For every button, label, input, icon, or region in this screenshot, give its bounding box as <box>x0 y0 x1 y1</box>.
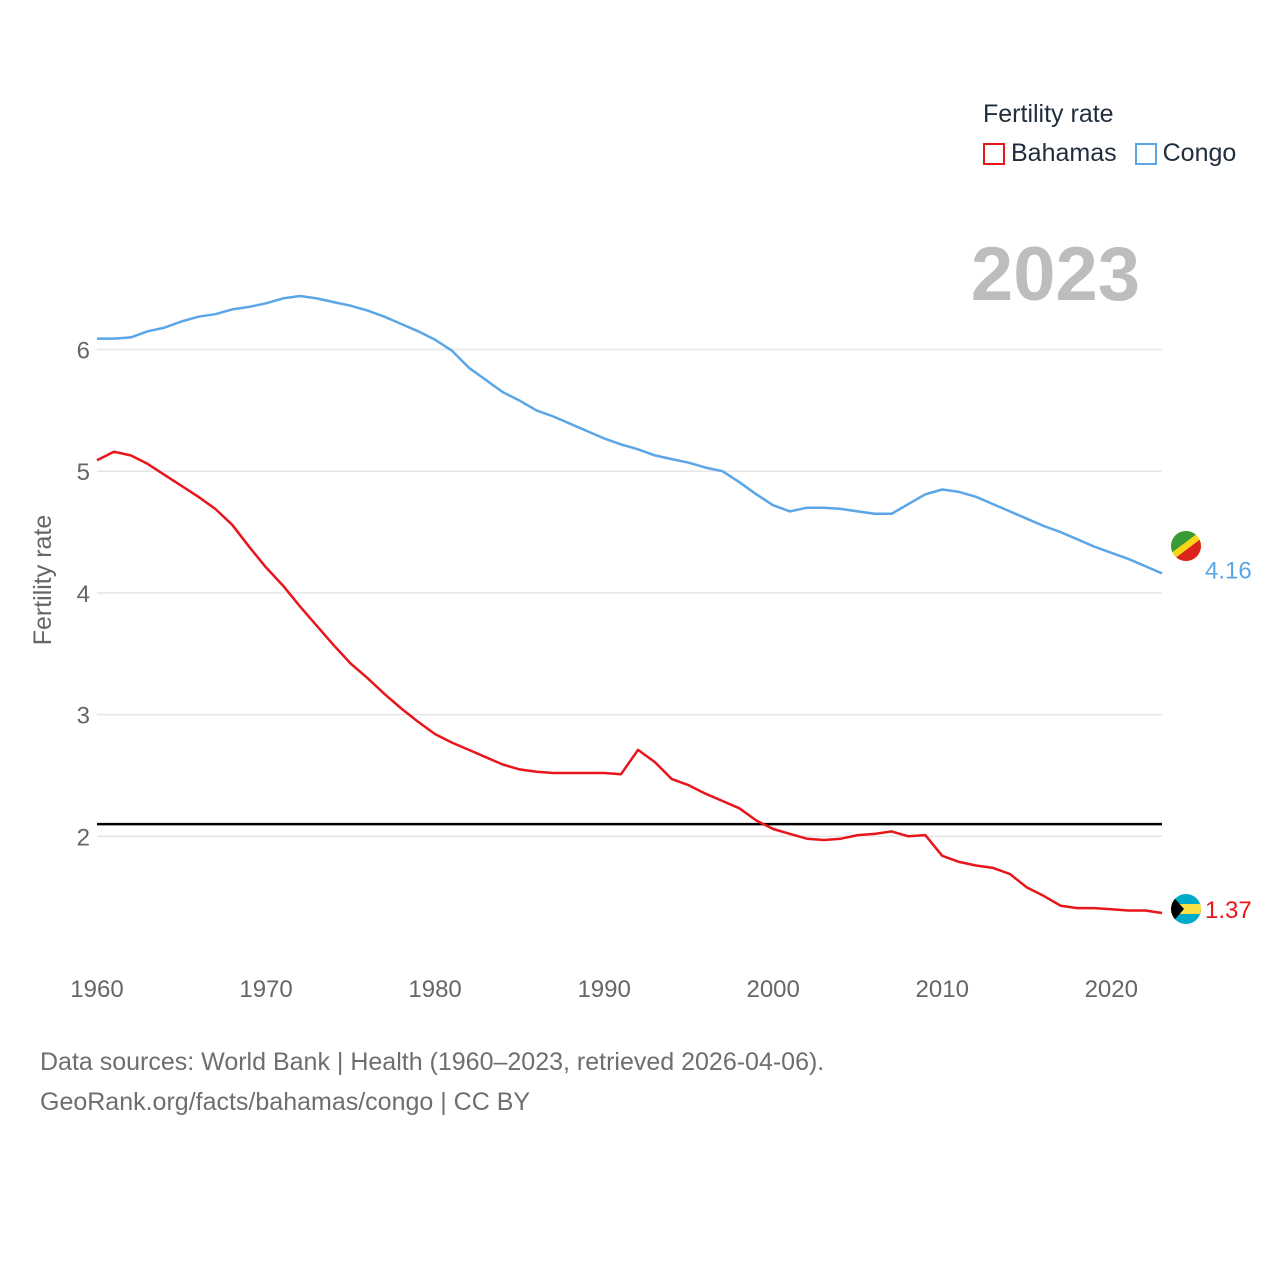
x-axis-ticks: 1960 1970 1980 1990 2000 2010 2020 <box>70 976 1138 1003</box>
source-line-1: Data sources: World Bank | Health (1960–… <box>40 1048 825 1076</box>
legend-label-congo: Congo <box>1162 139 1237 167</box>
legend-label-bahamas: Bahamas <box>1011 139 1117 167</box>
legend-swatch-bahamas <box>983 142 1005 165</box>
gridlines <box>97 348 1162 838</box>
legend-item-bahamas[interactable]: Bahamas <box>983 139 1117 168</box>
x-tick-label-1990: 1990 <box>577 976 630 1003</box>
y-tick-label-4: 4 <box>77 581 90 608</box>
y-axis-ticks: 2 3 4 5 6 <box>77 338 90 852</box>
y-tick-label-2: 2 <box>77 824 90 851</box>
x-tick-label-2000: 2000 <box>746 976 799 1003</box>
series-line-bahamas[interactable] <box>96 450 1163 915</box>
legend-title: Fertility rate <box>983 100 1114 128</box>
end-value-label-bahamas: 1.37 <box>1205 897 1252 924</box>
congo-flag-marker <box>1171 531 1201 561</box>
legend: Fertility rate Bahamas Congo <box>983 100 1254 168</box>
legend-item-congo[interactable]: Congo <box>1134 139 1237 168</box>
legend-items: Bahamas Congo <box>983 139 1254 168</box>
y-axis-label: Fertility rate <box>29 515 57 646</box>
bahamas-flag-marker <box>1171 894 1201 924</box>
source-footer: Data sources: World Bank | Health (1960–… <box>40 1042 824 1122</box>
legend-swatch-congo <box>1134 142 1157 165</box>
end-value-label-congo: 4.16 <box>1205 557 1252 584</box>
y-tick-label-5: 5 <box>77 459 90 486</box>
x-tick-label-1960: 1960 <box>70 976 123 1003</box>
y-tick-label-3: 3 <box>77 703 90 730</box>
source-line-2[interactable]: GeoRank.org/facts/bahamas/congo | CC BY <box>40 1088 531 1116</box>
x-tick-label-1970: 1970 <box>239 976 292 1003</box>
series-endpoints <box>1171 531 1201 924</box>
year-watermark: 2023 <box>971 232 1140 317</box>
x-tick-label-2020: 2020 <box>1085 976 1138 1003</box>
x-tick-label-1980: 1980 <box>408 976 461 1003</box>
y-tick-label-6: 6 <box>77 338 90 365</box>
series-lines: 1.37 4.16 <box>96 294 1252 924</box>
series-line-congo[interactable] <box>97 294 1163 575</box>
x-tick-label-2010: 2010 <box>916 976 969 1003</box>
